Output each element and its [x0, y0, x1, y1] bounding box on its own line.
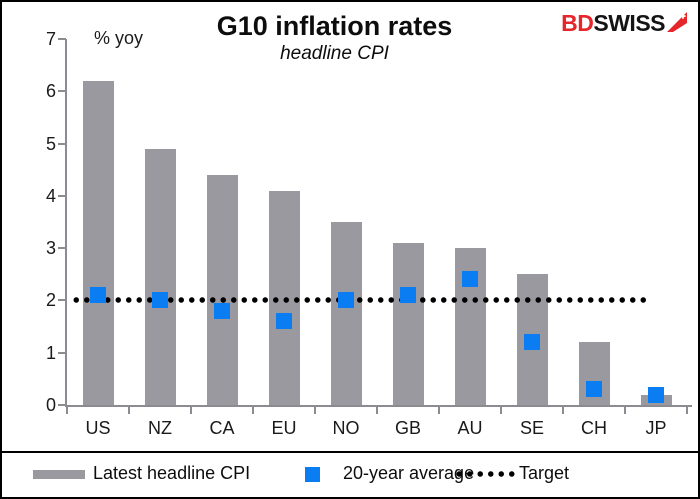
x-axis-tick	[66, 407, 68, 414]
x-axis-tick	[252, 407, 254, 414]
legend-box: Latest headline CPI 20-year average Targ…	[2, 451, 698, 497]
x-category-label-ca: CA	[209, 418, 235, 438]
logo-text-bd: BD	[561, 10, 594, 36]
y-axis-tick	[58, 90, 66, 93]
target-dotted-line	[71, 297, 650, 304]
avg-marker-jp	[648, 386, 664, 403]
avg-marker-se	[524, 334, 540, 351]
avg-marker-ch	[586, 381, 602, 398]
bar-gb	[392, 242, 424, 405]
x-axis-tick	[500, 407, 502, 414]
x-category-label-au: AU	[457, 418, 483, 438]
x-axis-tick	[624, 407, 626, 414]
y-axis-tick-label: 7	[45, 28, 56, 49]
y-axis-unit-label: % yoy	[94, 28, 144, 48]
x-axis-tick	[686, 407, 688, 414]
legend-label-target: Target	[519, 463, 570, 483]
x-category-label-nz: NZ	[148, 418, 172, 438]
logo-text-swiss: SWISS	[593, 10, 665, 36]
avg-marker-no	[338, 292, 354, 309]
avg-marker-nz	[152, 292, 168, 309]
y-axis-tick-label: 5	[45, 133, 56, 154]
avg-marker-eu	[276, 313, 292, 330]
y-axis-tick	[58, 247, 66, 250]
bdswiss-logo: BD SWISS	[561, 10, 688, 37]
x-category-label-us: US	[85, 418, 111, 438]
y-axis-tick-label: 0	[45, 395, 56, 415]
x-axis-tick	[376, 407, 378, 414]
x-axis-line	[65, 405, 692, 407]
y-axis-tick-label: 6	[45, 81, 56, 102]
bar-ca	[206, 174, 238, 405]
x-axis-tick	[128, 407, 130, 414]
x-category-label-gb: GB	[394, 418, 421, 438]
y-axis-tick-label: 4	[45, 185, 56, 206]
x-category-label-no: NO	[332, 418, 360, 438]
avg-marker-us	[90, 287, 106, 304]
swiss-flag-arrow-icon	[667, 11, 687, 32]
y-axis-tick-label: 3	[45, 238, 56, 259]
x-axis-tick	[190, 407, 192, 414]
x-axis-tick	[562, 407, 564, 414]
y-axis-tick	[58, 404, 66, 406]
y-axis-line	[65, 38, 67, 407]
x-category-label-eu: EU	[271, 418, 297, 438]
x-category-label-jp: JP	[645, 418, 667, 438]
avg-marker-gb	[400, 287, 416, 304]
bar-no	[330, 221, 362, 405]
y-axis-tick	[58, 142, 66, 145]
x-axis-tick	[438, 407, 440, 414]
x-axis-tick	[314, 407, 316, 414]
legend-dotted-swatch	[454, 471, 515, 477]
bar-nz	[144, 148, 176, 405]
bar-us	[82, 80, 114, 405]
avg-marker-au	[462, 271, 478, 288]
y-axis-tick	[58, 194, 66, 197]
avg-marker-ca	[214, 302, 230, 319]
y-axis-tick	[58, 299, 66, 302]
chart-subtitle: headline CPI	[280, 43, 389, 64]
legend-square-swatch	[305, 467, 320, 482]
legend-bar-swatch	[33, 470, 85, 479]
legend-label-headline-cpi: Latest headline CPI	[93, 463, 251, 483]
legend-label-20yr-average: 20-year average	[343, 463, 475, 483]
y-axis-tick	[58, 37, 66, 40]
chart-title: G10 inflation rates	[216, 11, 453, 41]
x-category-label-se: SE	[519, 418, 544, 438]
y-axis-tick-label: 1	[45, 342, 56, 363]
title-block: G10 inflation rates headline CPI	[62, 11, 607, 65]
y-axis-tick	[58, 351, 66, 354]
y-axis-tick-label: 2	[45, 290, 56, 311]
x-category-label-ch: CH	[581, 418, 607, 438]
